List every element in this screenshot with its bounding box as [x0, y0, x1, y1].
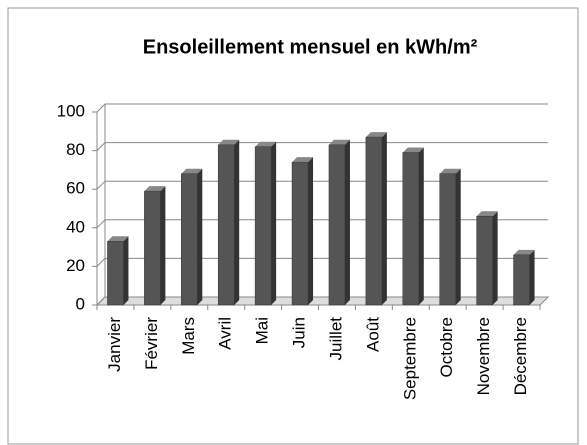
grid-line	[92, 180, 548, 190]
bar	[217, 144, 235, 306]
bar-side	[455, 168, 461, 305]
grid-line	[92, 219, 548, 229]
bar-top	[439, 168, 461, 174]
x-tick-label: Juillet	[326, 317, 345, 361]
bar-side	[381, 132, 387, 305]
bar-top	[181, 168, 203, 174]
y-tick-label: 40	[66, 217, 85, 236]
grid-line	[92, 103, 548, 113]
grid-line	[92, 296, 548, 306]
bar-side	[197, 168, 203, 305]
bar-side	[529, 249, 535, 305]
y-tick-label: 80	[66, 140, 85, 159]
bar-top	[218, 139, 240, 145]
grid-line	[92, 142, 548, 152]
x-tick-label: Octobre	[437, 317, 456, 377]
x-tick-label: Avril	[216, 317, 235, 350]
x-tick-label: Août	[363, 317, 382, 352]
bar-top	[402, 147, 424, 153]
bar-top	[365, 132, 387, 138]
bar-top	[513, 249, 535, 255]
bar	[291, 161, 309, 306]
bar	[107, 241, 124, 306]
bar	[328, 144, 346, 306]
bar-side	[160, 186, 166, 305]
y-tick-label: 0	[76, 294, 85, 313]
y-tick-label: 100	[57, 101, 85, 120]
bar-side	[234, 139, 240, 305]
x-tick-label: Mai	[253, 317, 272, 344]
bar	[181, 173, 198, 306]
bar-top	[328, 139, 350, 145]
grid-line	[92, 257, 548, 267]
bar	[254, 146, 272, 306]
bar-top	[255, 141, 277, 147]
bar-top	[292, 157, 314, 163]
bar-top	[107, 236, 129, 242]
bar-side	[271, 141, 277, 305]
bar	[439, 173, 456, 306]
bar	[476, 215, 493, 306]
bar	[365, 136, 383, 306]
y-tick-label: 20	[66, 256, 85, 275]
x-tick-label: Septembre	[400, 317, 419, 400]
bar-side	[492, 211, 498, 305]
chart-title: Ensoleillement mensuel en kWh/m²	[143, 36, 478, 58]
x-tick-label: Février	[142, 317, 161, 370]
x-tick-label: Novembre	[474, 317, 493, 395]
y-tick-label: 60	[66, 179, 85, 198]
x-tick-label: Mars	[179, 317, 198, 355]
bar-side	[418, 147, 424, 305]
bar-top	[476, 211, 498, 217]
bar	[144, 190, 161, 306]
bar	[513, 254, 530, 306]
bar-side	[344, 139, 350, 305]
x-tick-label: Décembre	[511, 317, 530, 395]
bar-top	[144, 186, 166, 192]
bar-side	[308, 157, 314, 305]
x-tick-label: Juin	[290, 317, 309, 348]
x-tick-label: Janvier	[105, 317, 124, 372]
bar-side	[123, 236, 129, 305]
bar	[402, 152, 420, 306]
